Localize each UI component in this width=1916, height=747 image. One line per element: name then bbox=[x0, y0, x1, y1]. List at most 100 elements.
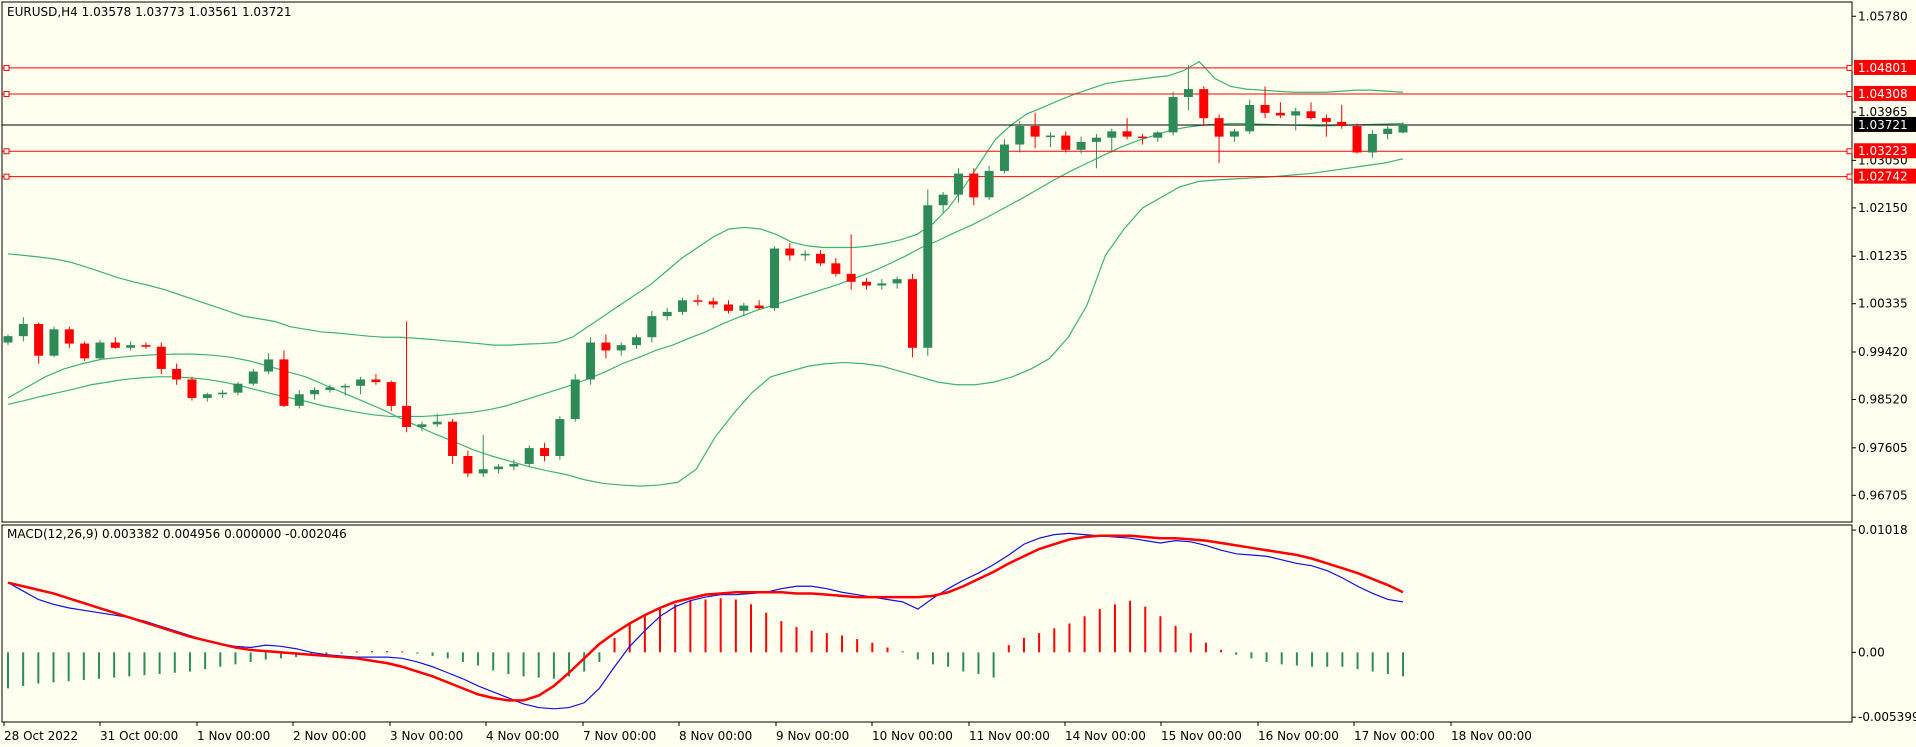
level-price-tag bbox=[1854, 168, 1916, 184]
bear-candle bbox=[1260, 104, 1270, 113]
bull-candle bbox=[3, 336, 13, 343]
bear-candle bbox=[861, 281, 871, 286]
macd-line bbox=[7, 532, 1404, 710]
bear-candle bbox=[831, 263, 841, 274]
bear-candle bbox=[1137, 136, 1147, 139]
bear-candle bbox=[386, 382, 396, 406]
macd-signal-line bbox=[7, 534, 1404, 702]
bear-candle bbox=[1337, 121, 1347, 127]
time-tick-label: 7 Nov 00:00 bbox=[583, 729, 656, 743]
level-price-label: 1.02742 bbox=[1858, 170, 1908, 184]
level-anchor-marker bbox=[3, 90, 10, 97]
level-anchor-marker bbox=[1846, 90, 1853, 97]
bull-candle bbox=[1367, 133, 1377, 153]
current-price-tag bbox=[1854, 116, 1916, 132]
bull-candle bbox=[1091, 137, 1101, 142]
price-tick-label: 0.98520 bbox=[1858, 393, 1908, 407]
bull-candle bbox=[923, 205, 933, 348]
bear-candle bbox=[64, 329, 74, 344]
bull-candle bbox=[1229, 131, 1239, 137]
bull-candle bbox=[126, 345, 136, 348]
bear-candle bbox=[172, 368, 182, 380]
bull-candle bbox=[1076, 141, 1086, 150]
bull-candle bbox=[877, 283, 887, 286]
bull-candle bbox=[555, 419, 565, 457]
bear-candle bbox=[110, 342, 120, 348]
bear-candle bbox=[724, 304, 734, 311]
time-tick-label: 28 Oct 2022 bbox=[4, 729, 78, 743]
price-tick-label: 1.02150 bbox=[1858, 201, 1908, 215]
chart-header-label: EURUSD,H4 1.03578 1.03773 1.03561 1.0372… bbox=[7, 5, 292, 19]
bull-candle bbox=[647, 316, 657, 338]
bear-candle bbox=[969, 173, 979, 198]
bull-candle bbox=[984, 170, 994, 198]
bear-candle bbox=[156, 346, 166, 369]
time-tick-label: 11 Nov 00:00 bbox=[969, 729, 1050, 743]
bear-candle bbox=[1199, 89, 1209, 119]
time-tick-label: 15 Nov 00:00 bbox=[1161, 729, 1242, 743]
time-tick-label: 16 Nov 00:00 bbox=[1258, 729, 1339, 743]
bull-candle bbox=[95, 342, 105, 359]
bollinger-lower-line bbox=[7, 158, 1404, 487]
bull-candle bbox=[1045, 135, 1055, 138]
time-tick-label: 8 Nov 00:00 bbox=[679, 729, 752, 743]
level-anchor-marker bbox=[1846, 173, 1853, 180]
level-anchor-marker bbox=[1846, 64, 1853, 71]
bollinger-upper-line bbox=[7, 60, 1404, 346]
bear-candle bbox=[371, 379, 381, 383]
bull-candle bbox=[1398, 124, 1408, 133]
bull-candle bbox=[325, 387, 335, 391]
price-tick-label: 1.01235 bbox=[1858, 249, 1908, 263]
bear-candle bbox=[402, 405, 412, 427]
bear-candle bbox=[463, 456, 473, 474]
bear-candle bbox=[1061, 135, 1071, 150]
bear-candle bbox=[907, 279, 917, 348]
bull-candle bbox=[1015, 126, 1025, 145]
bull-candle bbox=[264, 359, 274, 372]
bull-candle bbox=[432, 421, 442, 425]
bull-candle bbox=[478, 469, 488, 474]
bull-candle bbox=[953, 173, 963, 195]
bull-candle bbox=[356, 379, 366, 386]
bull-candle bbox=[892, 279, 902, 284]
time-tick-label: 18 Nov 00:00 bbox=[1451, 729, 1532, 743]
bear-candle bbox=[141, 345, 151, 347]
bull-candle bbox=[1107, 131, 1117, 138]
time-tick-label: 10 Nov 00:00 bbox=[872, 729, 953, 743]
bear-candle bbox=[34, 324, 44, 356]
bull-candle bbox=[938, 194, 948, 206]
level-price-label: 1.04308 bbox=[1858, 87, 1908, 101]
bull-candle bbox=[800, 253, 810, 256]
bull-candle bbox=[739, 305, 749, 311]
bull-candle bbox=[678, 300, 688, 312]
time-tick-label: 1 Nov 00:00 bbox=[197, 729, 270, 743]
level-price-tag bbox=[1854, 143, 1916, 159]
macd-tick-label: 0.01018 bbox=[1858, 523, 1908, 537]
bull-candle bbox=[999, 144, 1009, 171]
bear-candle bbox=[815, 253, 825, 264]
bull-candle bbox=[248, 371, 258, 384]
bear-candle bbox=[279, 359, 289, 406]
bear-candle bbox=[1030, 126, 1040, 137]
level-anchor-marker bbox=[3, 64, 10, 71]
bull-candle bbox=[509, 463, 519, 467]
bull-candle bbox=[632, 337, 642, 346]
level-price-tag bbox=[1854, 59, 1916, 75]
bull-candle bbox=[1168, 97, 1178, 133]
bull-candle bbox=[770, 248, 779, 309]
level-price-tag bbox=[1854, 85, 1916, 101]
macd-tick-label: 0.00 bbox=[1858, 645, 1885, 659]
time-tick-label: 9 Nov 00:00 bbox=[776, 729, 849, 743]
price-tick-label: 0.96705 bbox=[1858, 488, 1908, 502]
bear-candle bbox=[846, 273, 856, 282]
bear-candle bbox=[1214, 118, 1224, 137]
bear-candle bbox=[601, 342, 611, 351]
price-tick-label: 1.00335 bbox=[1858, 297, 1908, 311]
bull-candle bbox=[616, 345, 626, 351]
time-tick-label: 31 Oct 00:00 bbox=[100, 729, 178, 743]
time-tick-label: 2 Nov 00:00 bbox=[293, 729, 366, 743]
current-price-label: 1.03721 bbox=[1858, 118, 1908, 132]
time-tick-label: 14 Nov 00:00 bbox=[1065, 729, 1146, 743]
time-tick-label: 17 Nov 00:00 bbox=[1354, 729, 1435, 743]
